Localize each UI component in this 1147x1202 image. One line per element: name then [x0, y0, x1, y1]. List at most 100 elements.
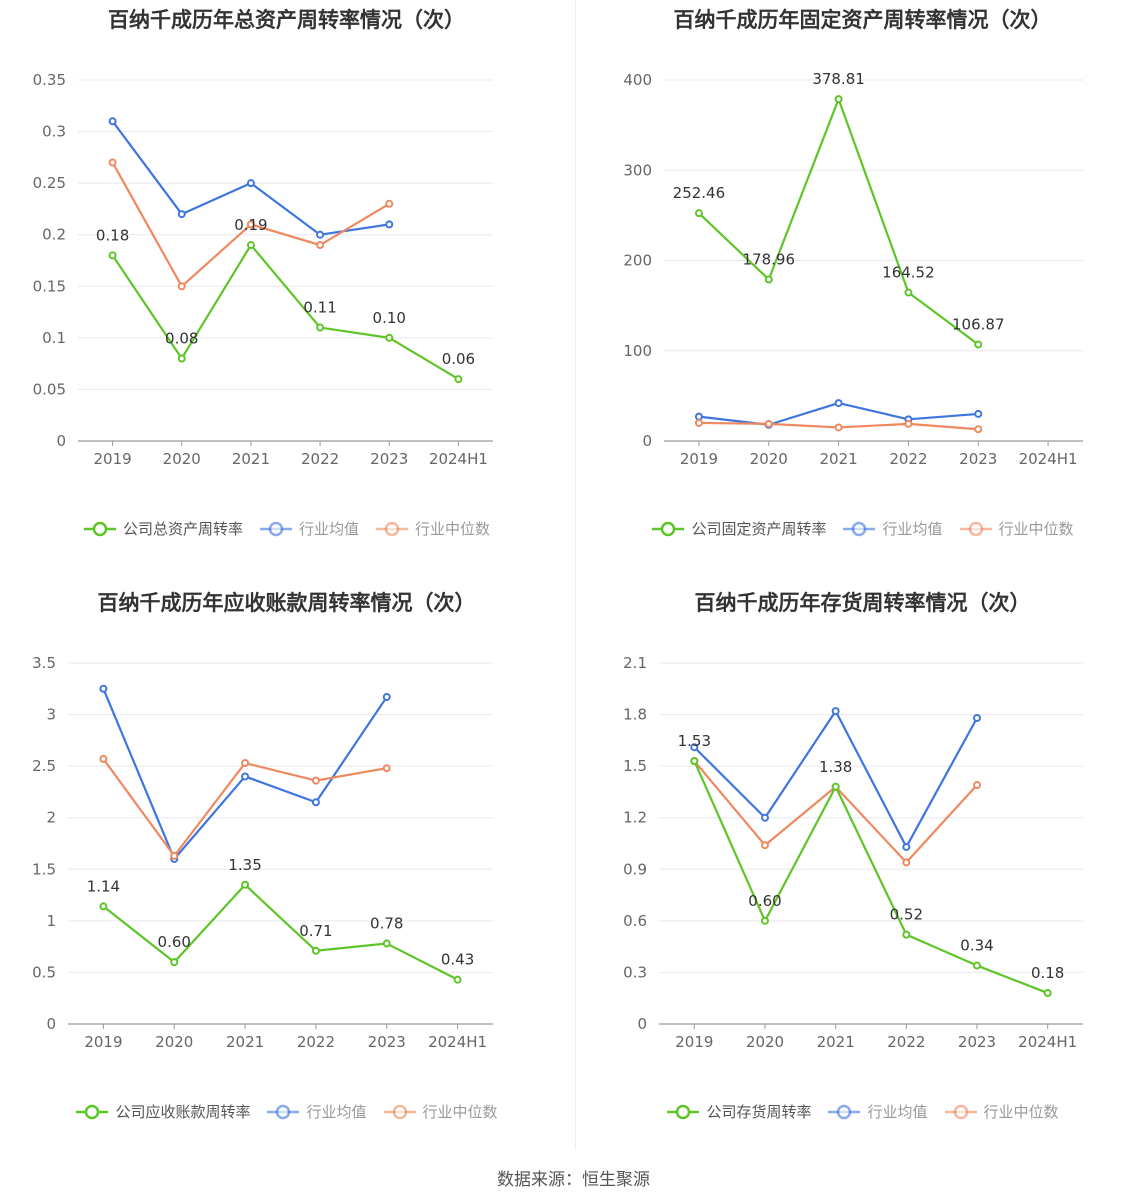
data-point[interactable] — [99, 754, 108, 763]
data-label: 0.06 — [442, 350, 475, 368]
company-series — [108, 241, 463, 384]
legend-label: 行业均值 — [306, 1103, 367, 1121]
data-point[interactable] — [690, 756, 699, 765]
data-label: 1.38 — [819, 758, 852, 776]
data-point[interactable] — [316, 323, 325, 332]
data-point[interactable] — [385, 333, 394, 342]
chart-title: 百纳千成历年固定资产周转率情况（次） — [673, 8, 1052, 32]
data-point[interactable] — [108, 117, 117, 126]
data-point[interactable] — [974, 340, 983, 349]
data-point[interactable] — [764, 275, 773, 284]
legend-item-industry-median[interactable]: 行业中位数 — [944, 1101, 1059, 1122]
data-point[interactable] — [311, 946, 320, 955]
legend-item-industry-average[interactable]: 行业均值 — [266, 1101, 367, 1122]
data-point[interactable] — [177, 210, 186, 219]
data-point[interactable] — [973, 781, 981, 790]
data-point[interactable] — [99, 684, 108, 693]
data-point[interactable] — [902, 858, 911, 867]
data-point[interactable] — [694, 412, 703, 421]
data-point[interactable] — [382, 764, 391, 773]
data-point[interactable] — [241, 772, 250, 781]
legend-item-company[interactable]: 公司固定资产周转率 — [651, 518, 826, 539]
legend-item-industry-median[interactable]: 行业中位数 — [959, 518, 1074, 539]
data-point[interactable] — [902, 930, 911, 939]
data-point[interactable] — [453, 975, 462, 984]
y-tick-label: 0.1 — [42, 329, 66, 347]
data-point[interactable] — [1043, 989, 1052, 998]
data-point[interactable] — [99, 902, 108, 911]
data-point[interactable] — [973, 714, 981, 723]
series-line — [693, 760, 978, 864]
data-point[interactable] — [170, 851, 179, 860]
data-point[interactable] — [690, 743, 699, 752]
data-point[interactable] — [454, 375, 463, 384]
data-point[interactable] — [108, 158, 117, 167]
data-label: 0.78 — [370, 915, 403, 933]
data-point[interactable] — [316, 241, 325, 250]
data-point[interactable] — [974, 409, 983, 418]
data-point[interactable] — [316, 230, 325, 239]
data-point[interactable] — [974, 425, 983, 434]
data-label: 1.14 — [87, 877, 120, 895]
data-point[interactable] — [834, 399, 843, 408]
data-point[interactable] — [108, 251, 117, 260]
data-point[interactable] — [694, 209, 703, 218]
data-point[interactable] — [246, 241, 255, 250]
legend-item-industry-median[interactable]: 行业中位数 — [375, 518, 490, 539]
data-point[interactable] — [904, 288, 913, 297]
legend-item-industry-average[interactable]: 行业均值 — [259, 518, 359, 539]
x-tick-label: 2022 — [301, 450, 339, 468]
data-point[interactable] — [831, 707, 840, 716]
data-point[interactable] — [246, 179, 255, 188]
legend-marker-icon — [959, 521, 992, 536]
industry-average-series — [690, 707, 981, 851]
legend-item-industry-average[interactable]: 行业均值 — [842, 518, 943, 539]
legend-marker-icon — [828, 1104, 861, 1119]
data-point[interactable] — [761, 916, 769, 925]
data-point[interactable] — [764, 419, 773, 428]
data-point[interactable] — [834, 95, 843, 104]
data-point[interactable] — [170, 958, 179, 967]
data-point[interactable] — [761, 841, 769, 850]
legend-item-company[interactable]: 公司存货周转率 — [666, 1101, 811, 1122]
data-point[interactable] — [311, 798, 320, 807]
data-point[interactable] — [385, 220, 394, 229]
data-point[interactable] — [385, 199, 394, 208]
legend-marker-icon — [376, 521, 408, 536]
data-label: 0.60 — [748, 892, 781, 910]
y-tick-label: 2.5 — [32, 757, 56, 775]
legend-item-company[interactable]: 公司应收账款周转率 — [75, 1101, 250, 1122]
data-point[interactable] — [761, 813, 769, 822]
legend-marker-icon — [944, 1104, 977, 1119]
data-point[interactable] — [246, 220, 255, 229]
data-point[interactable] — [834, 423, 843, 432]
data-point[interactable] — [694, 418, 703, 427]
data-point[interactable] — [241, 759, 250, 768]
y-tick-label: 200 — [623, 252, 652, 270]
data-point[interactable] — [177, 282, 186, 291]
company-series — [690, 756, 1052, 998]
data-point[interactable] — [904, 419, 913, 428]
x-tick-label: 2020 — [163, 450, 201, 468]
legend-item-industry-average[interactable]: 行业均值 — [827, 1101, 928, 1122]
data-point[interactable] — [311, 776, 320, 785]
data-label: 0.60 — [158, 933, 191, 951]
data-point[interactable] — [973, 961, 981, 970]
legend-item-industry-median[interactable]: 行业中位数 — [383, 1101, 498, 1122]
data-point[interactable] — [831, 782, 840, 791]
legend-label: 行业中位数 — [983, 1103, 1059, 1121]
series-line — [111, 243, 459, 381]
chart-legend: 公司应收账款周转率 行业均值 行业中位数 — [0, 1101, 573, 1122]
x-tick-label: 2020 — [750, 450, 788, 468]
y-tick-label: 400 — [623, 71, 652, 89]
data-point[interactable] — [241, 880, 250, 889]
legend-label: 行业均值 — [882, 520, 943, 538]
chart-plot-area: 0 0.5 1 1.5 2 2.5 3 3.5 2019 2020 2021 2022 2023 2024… — [32, 654, 493, 1051]
legend-item-company[interactable]: 公司总资产周转率 — [83, 518, 243, 539]
data-point[interactable] — [177, 354, 186, 363]
data-point[interactable] — [382, 939, 391, 948]
data-point[interactable] — [382, 693, 391, 702]
data-point[interactable] — [902, 842, 911, 851]
industry-median-series — [99, 754, 391, 860]
x-tick-label: 2019 — [680, 450, 718, 468]
